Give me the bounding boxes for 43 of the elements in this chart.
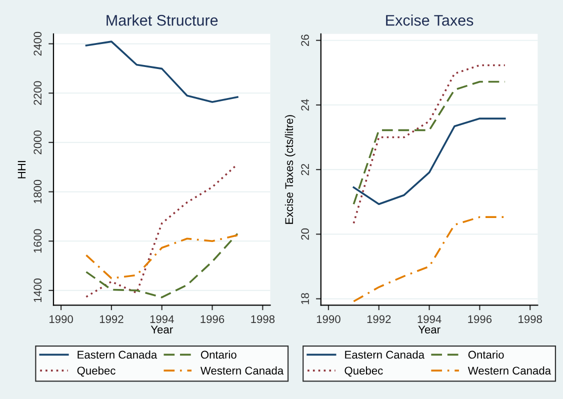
line-series (352, 80, 506, 206)
x-axis-title: Year (418, 326, 440, 334)
y-tick-label: 24 (301, 99, 309, 111)
legend-label: Quebec (344, 366, 383, 377)
y-axis-title: Excise Taxes (cts/litre) (284, 115, 296, 224)
x-tick-label: 1994 (418, 315, 442, 324)
legend-label: Eastern Canada (345, 350, 425, 359)
legend-label: Ontario (468, 350, 504, 359)
y-tick-label: 18 (301, 293, 309, 304)
line-series (85, 234, 238, 280)
legend-label: Eastern Canada (78, 350, 158, 359)
y-tick-label: 20 (301, 228, 309, 240)
y-tick-label: 26 (301, 34, 309, 46)
legend-label: Quebec (77, 366, 116, 377)
y-tick-label: 2200 (34, 81, 42, 105)
y-tick-label: 1600 (34, 229, 42, 253)
line-series (352, 118, 506, 206)
x-tick-label: 1994 (150, 315, 174, 324)
line-series (352, 216, 506, 302)
line-series (85, 40, 238, 103)
x-tick-label: 1996 (468, 315, 492, 324)
line-series (352, 64, 506, 224)
chart-title: Excise Taxes (386, 14, 474, 26)
line-series (85, 232, 238, 298)
x-tick-label: 1996 (200, 315, 224, 324)
x-tick-label: 1990 (50, 315, 73, 324)
line-series (85, 163, 238, 298)
y-tick-label: 1400 (34, 278, 42, 302)
legend-label: Western Canada (468, 366, 552, 375)
legend-label: Western Canada (200, 366, 284, 375)
x-tick-label: 1998 (518, 315, 542, 324)
y-tick-label: 2400 (34, 32, 42, 56)
x-tick-label: 1992 (100, 315, 124, 324)
y-tick-label: 22 (301, 164, 309, 176)
y-tick-label: 1800 (34, 180, 42, 204)
x-tick-label: 1990 (316, 315, 340, 324)
y-tick-label: 2000 (34, 130, 42, 154)
x-tick-label: 1998 (251, 315, 275, 324)
x-tick-label: 1992 (367, 315, 391, 324)
chart-title: Market Structure (106, 14, 218, 26)
y-axis-title: HHI (18, 161, 26, 178)
legend-label: Ontario (200, 350, 236, 359)
x-axis-title: Year (150, 326, 173, 334)
